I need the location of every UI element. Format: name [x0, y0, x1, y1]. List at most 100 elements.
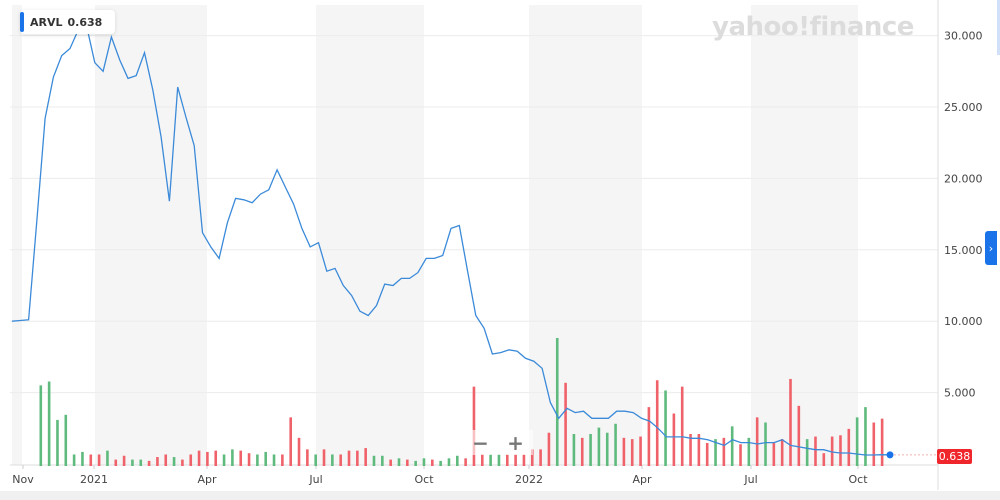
volume-bar: [89, 454, 93, 466]
period-band: [529, 5, 642, 465]
x-tick-label: Apr: [632, 473, 652, 486]
volume-bar: [197, 450, 201, 466]
volume-bar: [106, 450, 109, 466]
volume-bar: [564, 382, 567, 466]
volume-bar: [514, 454, 517, 466]
volume-bar: [122, 455, 126, 466]
x-tick-label: Apr: [197, 473, 217, 486]
volume-bar: [222, 454, 226, 466]
volume-bar: [497, 454, 501, 466]
volume-bar: [780, 439, 784, 466]
volume-bar: [339, 454, 342, 466]
volume-bar: [281, 454, 284, 466]
volume-bar: [81, 451, 84, 466]
volume-bar: [739, 444, 742, 466]
volume-bar: [855, 417, 859, 466]
volume-bar: [547, 432, 551, 466]
volume-bar: [156, 457, 159, 466]
volume-bar: [672, 413, 676, 466]
volume-bar: [489, 454, 492, 466]
volume-bar: [306, 449, 309, 466]
volume-bar: [472, 386, 476, 466]
price-line: [11, 24, 891, 456]
volume-bar: [639, 436, 642, 466]
bottom-strip: [0, 491, 1000, 500]
volume-bar: [164, 454, 168, 466]
zoom-in-button[interactable]: +: [507, 430, 524, 455]
zoom-out-button[interactable]: −: [472, 430, 489, 455]
volume-bar: [830, 436, 834, 466]
volume-bar: [172, 457, 176, 466]
volume-bar: [880, 418, 884, 466]
volume-bar: [247, 453, 251, 466]
volume-bar: [589, 434, 592, 466]
volume-bar: [289, 417, 292, 466]
volume-bar: [372, 455, 376, 466]
volume-bar: [655, 380, 659, 466]
volume-bar: [297, 437, 301, 466]
volume-bar: [39, 385, 43, 466]
x-tick-label: Jul: [743, 473, 757, 486]
volume-bar: [397, 458, 401, 466]
volume-bar: [439, 460, 442, 466]
legend[interactable]: ARVL 0.638: [20, 10, 116, 34]
period-band: [95, 5, 207, 465]
volume-bar: [97, 454, 101, 466]
volume-bar: [539, 449, 542, 466]
volume-bar: [847, 428, 851, 466]
x-tick-label: 2022: [515, 473, 543, 486]
legend-symbol: ARVL: [30, 15, 63, 29]
period-band: [12, 5, 22, 465]
y-tick-label: 25.000: [944, 101, 983, 114]
volume-bar: [480, 454, 484, 466]
volume-bar: [264, 451, 268, 466]
side-panel-edge: [997, 0, 1000, 55]
volume-bar: [422, 458, 426, 466]
volume-bar: [64, 414, 68, 466]
volume-bar: [839, 435, 842, 466]
volume-bar: [555, 338, 559, 466]
last-price-tag: 0.638: [937, 449, 972, 464]
volume-bar: [764, 422, 767, 466]
volume-bar: [705, 442, 709, 466]
y-tick-label: 10.000: [944, 315, 983, 328]
volume-bar: [131, 459, 134, 466]
volume-bar: [447, 458, 451, 466]
x-tick-label: Oct: [848, 473, 868, 486]
volume-bar: [189, 454, 193, 466]
volume-bar: [789, 378, 792, 466]
volume-bar: [714, 439, 717, 466]
volume-bar: [814, 436, 817, 466]
volume-bar: [797, 405, 801, 466]
volume-bar: [47, 381, 51, 466]
legend-color-swatch: [20, 12, 24, 32]
volume-bar: [597, 427, 601, 466]
y-tick-label: 20.000: [944, 172, 983, 185]
volume-bar: [139, 459, 143, 466]
volume-bar: [214, 450, 218, 466]
volume-bar: [322, 449, 326, 466]
x-tick-label: Jul: [308, 473, 322, 486]
volume-bar: [147, 460, 151, 466]
volume-bar: [722, 437, 726, 466]
last-price-marker: [886, 451, 894, 459]
volume-bar: [456, 455, 459, 466]
expand-panel-button[interactable]: ›: [985, 231, 997, 265]
volume-bar: [364, 448, 367, 466]
period-band: [751, 5, 858, 465]
volume-bar: [697, 434, 701, 466]
volume-bar: [114, 459, 118, 466]
x-tick-label: Nov: [12, 473, 34, 486]
volume-bar: [381, 455, 384, 466]
volume-bar: [414, 460, 417, 466]
volume-bar: [664, 390, 667, 466]
volume-bar: [580, 437, 584, 466]
volume-bar: [314, 454, 317, 466]
volume-bar: [755, 417, 759, 466]
volume-bar: [572, 434, 576, 466]
y-tick-label: 5.000: [944, 387, 976, 400]
chevron-right-icon: ›: [988, 241, 994, 255]
volume-bar: [181, 459, 184, 466]
y-tick-label: 30.000: [944, 30, 983, 43]
